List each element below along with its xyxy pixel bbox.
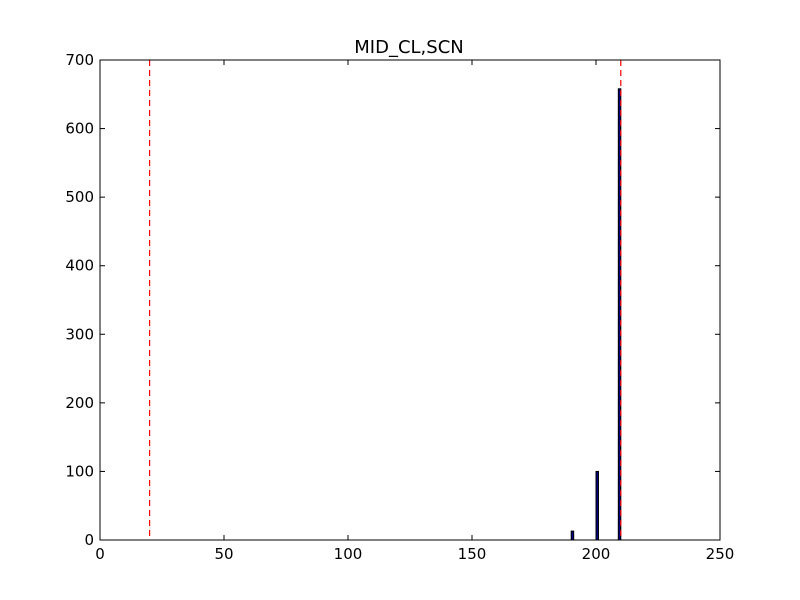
y-tick-label-5: 500 xyxy=(65,188,94,206)
x-tick-label-1: 50 xyxy=(214,545,233,563)
y-tick-label-2: 200 xyxy=(65,394,94,412)
x-tick-label-5: 250 xyxy=(706,545,735,563)
y-tick-label-7: 700 xyxy=(65,51,94,69)
x-tick-label-2: 100 xyxy=(334,545,363,563)
x-tick-label-3: 150 xyxy=(458,545,487,563)
chart-title: MID_CL,SCN xyxy=(354,37,463,58)
y-tick-label-6: 600 xyxy=(65,120,94,138)
y-tick-label-4: 400 xyxy=(65,257,94,275)
plot-area: 0 50 100 150 200 250 0 100 200 300 400 500 600 700 xyxy=(65,51,734,563)
histogram-bar-0 xyxy=(570,530,575,541)
y-tick-label-1: 100 xyxy=(65,462,94,480)
x-tick-label-4: 200 xyxy=(582,545,611,563)
x-tick-label-0: 0 xyxy=(95,545,105,563)
axes-frame xyxy=(99,59,721,541)
y-tick-label-0: 0 xyxy=(84,531,94,549)
histogram-bar-1 xyxy=(595,470,599,541)
y-tick-label-3: 300 xyxy=(65,325,94,343)
